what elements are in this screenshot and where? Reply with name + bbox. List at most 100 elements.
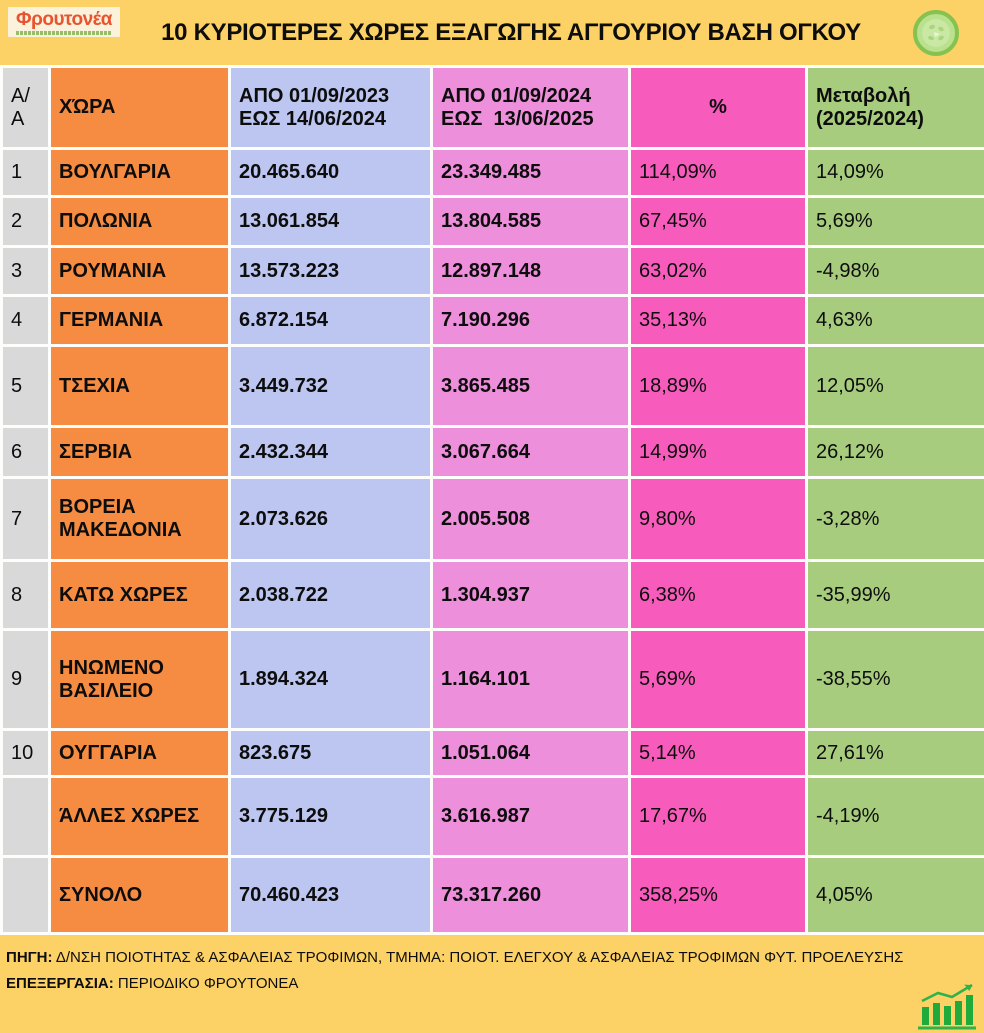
table-row: 1 ΒΟΥΛΓΑΡΙΑ 20.465.640 23.349.485 114,09…	[2, 149, 984, 197]
volume-2025-cell: 13.804.585	[432, 197, 630, 247]
source-label: ΠΗΓΗ:	[6, 949, 53, 966]
change-cell: -4,98%	[807, 247, 984, 296]
country-cell: ΒΟΡΕΙΑ ΜΑΚΕΔΟΝΙΑ	[50, 478, 230, 561]
volume-2025-cell: 7.190.296	[432, 296, 630, 346]
rank-cell	[2, 777, 50, 857]
rank-cell: 5	[2, 346, 50, 427]
header-percent: %	[630, 67, 807, 149]
table-row: 4 ΓΕΡΜΑΝΙΑ 6.872.154 7.190.296 35,13% 4,…	[2, 296, 984, 346]
footer: ΠΗΓΗ: Δ/ΝΣΗ ΠΟΙΟΤΗΤΑΣ & ΑΣΦΑΛΕΙΑΣ ΤΡΟΦΙΜ…	[0, 935, 984, 1017]
share-cell: 17,67%	[630, 777, 807, 857]
table-row: 10 ΟΥΓΓΑΡΙΑ 823.675 1.051.064 5,14% 27,6…	[2, 730, 984, 777]
volume-2024-cell: 13.061.854	[230, 197, 432, 247]
country-cell: ΒΟΥΛΓΑΡΙΑ	[50, 149, 230, 197]
editing-text: ΠΕΡΙΟΔΙΚΟ ΦΡΟΥΤΟΝΕΑ	[114, 975, 299, 992]
country-cell: ΣΕΡΒΙΑ	[50, 427, 230, 478]
change-cell: 26,12%	[807, 427, 984, 478]
rank-cell: 3	[2, 247, 50, 296]
table-row: 7 ΒΟΡΕΙΑ ΜΑΚΕΔΟΝΙΑ 2.073.626 2.005.508 9…	[2, 478, 984, 561]
volume-2024-cell: 2.038.722	[230, 561, 432, 630]
volume-2025-cell: 73.317.260	[432, 857, 630, 934]
volume-2025-cell: 1.051.064	[432, 730, 630, 777]
editing-line: ΕΠΕΞΕΡΓΑΣΙΑ: ΠΕΡΙΟΔΙΚΟ ΦΡΟΥΤΟΝΕΑ	[6, 971, 978, 997]
change-cell: -35,99%	[807, 561, 984, 630]
volume-2025-cell: 2.005.508	[432, 478, 630, 561]
share-cell: 9,80%	[630, 478, 807, 561]
volume-2024-cell: 13.573.223	[230, 247, 432, 296]
rank-cell: 9	[2, 630, 50, 730]
volume-2024-cell: 1.894.324	[230, 630, 432, 730]
share-cell: 14,99%	[630, 427, 807, 478]
change-cell: 4,63%	[807, 296, 984, 346]
share-cell: 18,89%	[630, 346, 807, 427]
country-cell: ΡΟΥΜΑΝΙΑ	[50, 247, 230, 296]
volume-2025-cell: 12.897.148	[432, 247, 630, 296]
table-row: 6 ΣΕΡΒΙΑ 2.432.344 3.067.664 14,99% 26,1…	[2, 427, 984, 478]
share-cell: 114,09%	[630, 149, 807, 197]
country-cell: ΚΑΤΩ ΧΩΡΕΣ	[50, 561, 230, 630]
rank-cell: 6	[2, 427, 50, 478]
table-row: 8 ΚΑΤΩ ΧΩΡΕΣ 2.038.722 1.304.937 6,38% -…	[2, 561, 984, 630]
volume-2024-cell: 3.449.732	[230, 346, 432, 427]
table-row: 2 ΠΟΛΩΝΙΑ 13.061.854 13.804.585 67,45% 5…	[2, 197, 984, 247]
volume-2024-cell: 6.872.154	[230, 296, 432, 346]
volume-2025-cell: 1.164.101	[432, 630, 630, 730]
country-cell: ΠΟΛΩΝΙΑ	[50, 197, 230, 247]
rank-cell: 4	[2, 296, 50, 346]
country-cell: ΆΛΛΕΣ ΧΩΡΕΣ	[50, 777, 230, 857]
volume-2024-cell: 823.675	[230, 730, 432, 777]
change-cell: -4,19%	[807, 777, 984, 857]
top-banner: Φρουτονέα 10 ΚΥΡΙΟΤΕΡΕΣ ΧΩΡΕΣ ΕΞΑΓΩΓΗΣ Α…	[0, 0, 984, 65]
change-cell: 27,61%	[807, 730, 984, 777]
rank-cell: 7	[2, 478, 50, 561]
table-row-total: ΣΥΝΟΛΟ 70.460.423 73.317.260 358,25% 4,0…	[2, 857, 984, 934]
share-cell: 5,69%	[630, 630, 807, 730]
rank-cell: 2	[2, 197, 50, 247]
country-cell: ΣΥΝΟΛΟ	[50, 857, 230, 934]
table-header-row: Α/Α ΧΏΡΑ ΑΠΟ 01/09/2023 ΕΩΣ 14/06/2024 Α…	[2, 67, 984, 149]
change-cell: 12,05%	[807, 346, 984, 427]
volume-2024-cell: 20.465.640	[230, 149, 432, 197]
change-cell: 5,69%	[807, 197, 984, 247]
volume-2025-cell: 23.349.485	[432, 149, 630, 197]
table-row-other-countries: ΆΛΛΕΣ ΧΩΡΕΣ 3.775.129 3.616.987 17,67% -…	[2, 777, 984, 857]
rank-cell: 8	[2, 561, 50, 630]
volume-2025-cell: 3.616.987	[432, 777, 630, 857]
change-cell: -38,55%	[807, 630, 984, 730]
rank-cell: 1	[2, 149, 50, 197]
change-cell: 14,09%	[807, 149, 984, 197]
volume-2025-cell: 3.067.664	[432, 427, 630, 478]
share-cell: 358,25%	[630, 857, 807, 934]
share-cell: 63,02%	[630, 247, 807, 296]
page-title: 10 ΚΥΡΙΟΤΕΡΕΣ ΧΩΡΕΣ ΕΞΑΓΩΓΗΣ ΑΓΓΟΥΡΙΟΥ Β…	[120, 19, 912, 47]
volume-2025-cell: 3.865.485	[432, 346, 630, 427]
change-cell: 4,05%	[807, 857, 984, 934]
cucumber-slice-icon	[912, 9, 960, 57]
rank-cell: 10	[2, 730, 50, 777]
logo-tagline	[16, 31, 112, 35]
export-table: Α/Α ΧΏΡΑ ΑΠΟ 01/09/2023 ΕΩΣ 14/06/2024 Α…	[0, 65, 984, 935]
country-cell: ΗΝΩΜΕΝΟ ΒΑΣΙΛΕΙΟ	[50, 630, 230, 730]
volume-2024-cell: 2.073.626	[230, 478, 432, 561]
source-text: Δ/ΝΣΗ ΠΟΙΟΤΗΤΑΣ & ΑΣΦΑΛΕΙΑΣ ΤΡΟΦΙΜΩΝ, ΤΜ…	[53, 949, 904, 966]
table-row: 5 ΤΣΕΧΙΑ 3.449.732 3.865.485 18,89% 12,0…	[2, 346, 984, 427]
table-row: 3 ΡΟΥΜΑΝΙΑ 13.573.223 12.897.148 63,02% …	[2, 247, 984, 296]
volume-2024-cell: 2.432.344	[230, 427, 432, 478]
country-cell: ΟΥΓΓΑΡΙΑ	[50, 730, 230, 777]
editing-label: ΕΠΕΞΕΡΓΑΣΙΑ:	[6, 975, 114, 992]
table-row: 9 ΗΝΩΜΕΝΟ ΒΑΣΙΛΕΙΟ 1.894.324 1.164.101 5…	[2, 630, 984, 730]
share-cell: 67,45%	[630, 197, 807, 247]
logo-text: Φρουτονέα	[16, 10, 112, 29]
volume-2024-cell: 70.460.423	[230, 857, 432, 934]
share-cell: 35,13%	[630, 296, 807, 346]
header-period-2025: ΑΠΟ 01/09/2024 ΕΩΣ 13/06/2025	[432, 67, 630, 149]
country-cell: ΓΕΡΜΑΝΙΑ	[50, 296, 230, 346]
volume-2025-cell: 1.304.937	[432, 561, 630, 630]
header-country: ΧΏΡΑ	[50, 67, 230, 149]
change-cell: -3,28%	[807, 478, 984, 561]
country-cell: ΤΣΕΧΙΑ	[50, 346, 230, 427]
volume-2024-cell: 3.775.129	[230, 777, 432, 857]
froutonea-logo: Φρουτονέα	[8, 7, 120, 37]
header-change: Μεταβολή (2025/2024)	[807, 67, 984, 149]
growth-chart-icon	[916, 979, 978, 1033]
